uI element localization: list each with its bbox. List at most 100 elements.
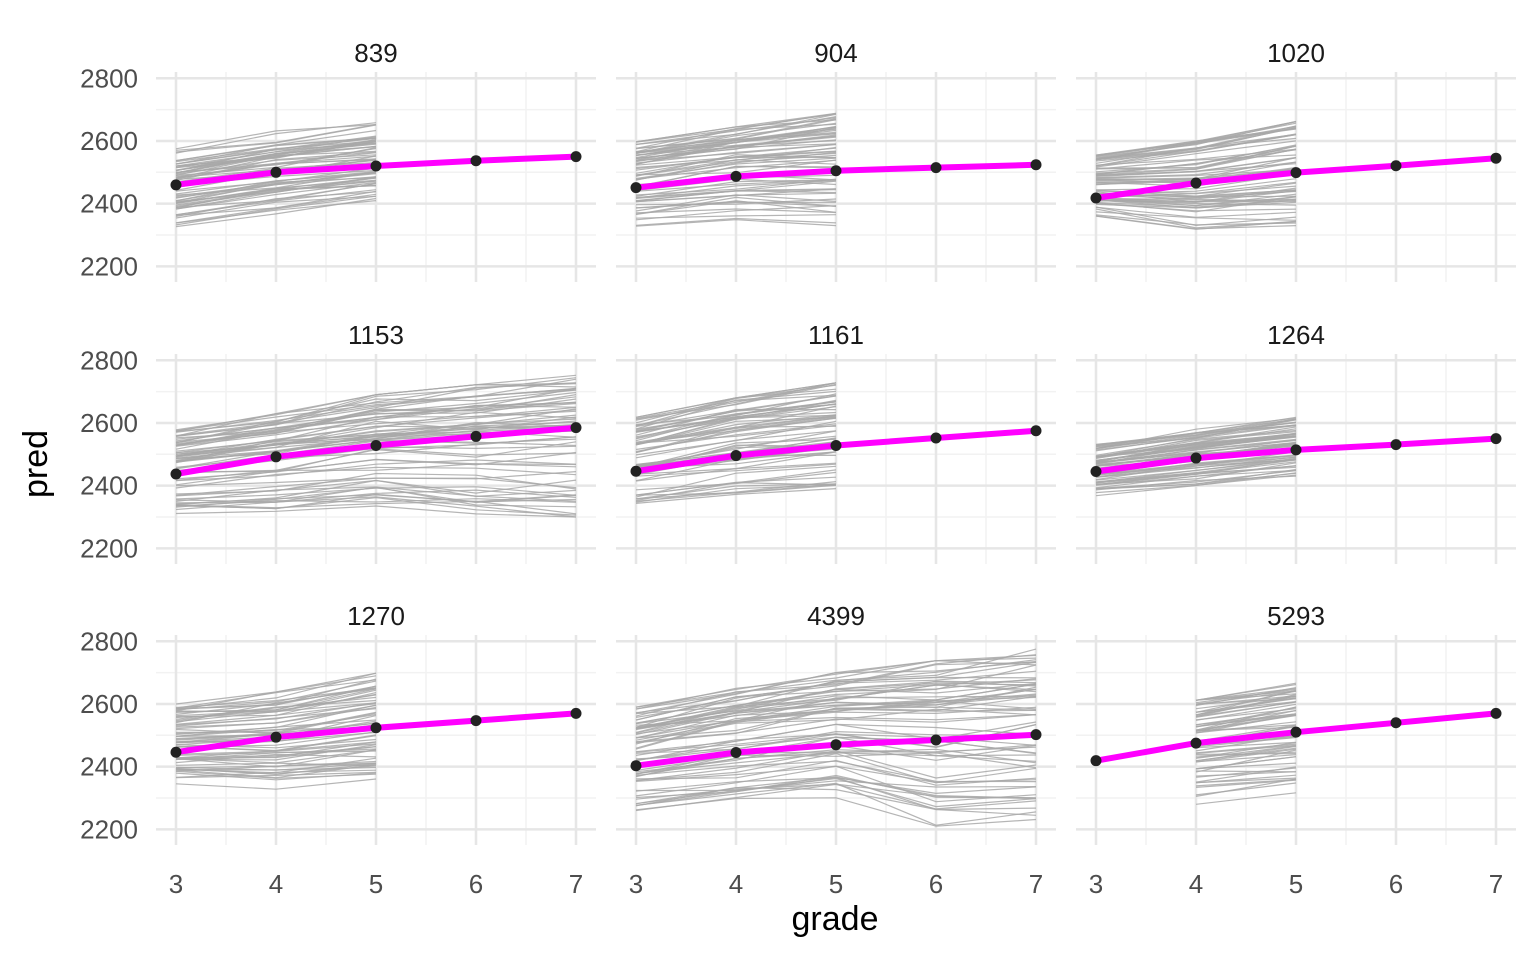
facet-panel: 5293 3 4 5 6 7 [1076, 601, 1516, 899]
mean-point [1290, 444, 1302, 456]
individual-line [635, 750, 1037, 782]
individual-line [1195, 713, 1297, 734]
mean-point [170, 468, 182, 480]
individual-line [635, 208, 837, 214]
individual-line [1195, 736, 1297, 748]
individual-line [175, 702, 377, 726]
individual-line [175, 459, 577, 482]
individual-lines [175, 672, 377, 790]
individual-line [1095, 421, 1297, 445]
individual-line [635, 180, 837, 202]
mean-point [1490, 433, 1502, 445]
mean-point [170, 746, 182, 758]
individual-line [635, 776, 1037, 816]
individual-line [1195, 708, 1297, 721]
mean-point [570, 151, 582, 163]
individual-line [175, 477, 577, 496]
individual-line [175, 416, 577, 457]
mean-point [630, 760, 642, 772]
mean-point [730, 170, 742, 182]
individual-line [635, 146, 837, 169]
individual-line [1095, 469, 1297, 489]
individual-line [175, 137, 377, 162]
panel-title: 904 [814, 38, 857, 68]
panel-title: 1020 [1267, 38, 1325, 68]
mean-point [1390, 717, 1402, 729]
mean-point [630, 182, 642, 194]
individual-line [635, 694, 1037, 729]
individual-line [635, 465, 837, 498]
individual-line [175, 763, 377, 775]
mean-point [830, 440, 842, 452]
facet-panel: 904 [616, 38, 1056, 282]
individual-line [635, 780, 1037, 792]
individual-line [1195, 777, 1297, 784]
mean-point [1090, 192, 1102, 204]
panel-title: 1153 [348, 320, 404, 350]
individual-line [1195, 745, 1297, 759]
individual-line [635, 660, 1037, 710]
mean-point [370, 160, 382, 172]
individual-line [1195, 754, 1297, 763]
individual-line [635, 217, 837, 226]
individual-line [635, 192, 837, 203]
panel-title: 4399 [807, 601, 865, 631]
y-tick-label: 2200 [80, 814, 138, 844]
individual-line [175, 479, 577, 497]
x-tick-label: 7 [1489, 869, 1503, 899]
individual-line [1095, 154, 1297, 170]
y-tick-label: 2800 [80, 626, 138, 656]
mean-point [1090, 466, 1102, 478]
individual-line [175, 421, 577, 458]
y-tick-label: 2400 [80, 752, 138, 782]
individual-line [635, 411, 837, 440]
individual-line [1195, 695, 1297, 716]
individual-line [175, 197, 377, 228]
individual-line [635, 205, 837, 221]
individual-line [635, 150, 837, 174]
individual-line [175, 498, 577, 507]
individual-line [175, 500, 577, 515]
individual-line [1195, 744, 1297, 754]
individual-line [1095, 436, 1297, 461]
individual-line [175, 137, 377, 172]
individual-line [635, 126, 837, 153]
individual-line [1095, 424, 1297, 452]
individual-line [175, 378, 577, 433]
individual-line [175, 486, 577, 502]
mean-point [730, 450, 742, 462]
mean-point [1030, 729, 1042, 741]
individual-line [175, 466, 577, 489]
individual-line [175, 496, 577, 518]
individual-line [635, 714, 1037, 750]
mean-point [370, 722, 382, 734]
y-tick-label: 2400 [80, 189, 138, 219]
individual-line [635, 661, 1037, 721]
individual-lines [175, 122, 377, 228]
panels: 839 2200 2400 2600 2800 904 1020 1153 2200 2400 26… [80, 38, 1516, 899]
individual-line [175, 150, 377, 176]
mean-point [1190, 452, 1202, 464]
individual-line [175, 771, 377, 779]
individual-line [1095, 120, 1297, 158]
individual-line [635, 654, 1037, 717]
individual-line [635, 469, 837, 496]
individual-line [1195, 762, 1297, 770]
individual-line [175, 389, 577, 446]
individual-line [1195, 778, 1297, 787]
mean-point [470, 155, 482, 167]
individual-line [1095, 126, 1297, 161]
mean-point [1190, 737, 1202, 749]
individual-line [635, 165, 837, 188]
individual-line [1095, 197, 1297, 203]
individual-line [1195, 741, 1297, 759]
individual-line [175, 744, 377, 761]
y-tick-label: 2600 [80, 689, 138, 719]
mean-point [1290, 167, 1302, 179]
individual-line [635, 118, 837, 149]
individual-line [175, 679, 377, 709]
x-tick-label: 5 [1289, 869, 1303, 899]
individual-line [635, 471, 837, 491]
individual-line [635, 198, 837, 206]
mean-point [830, 739, 842, 751]
